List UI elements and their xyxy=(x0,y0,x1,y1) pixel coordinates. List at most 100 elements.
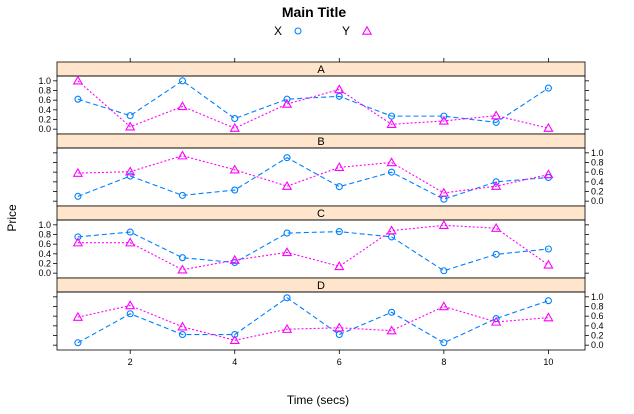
point-d-x xyxy=(388,308,396,316)
legend-label-y: Y xyxy=(342,24,350,38)
point-d-y xyxy=(386,325,397,335)
point-b-x xyxy=(388,168,396,176)
y-tick-label: 0.4 xyxy=(591,321,604,331)
point-a-y xyxy=(334,84,345,94)
point-a-y xyxy=(386,119,397,129)
point-c-y xyxy=(229,254,240,264)
point-c-x xyxy=(178,254,187,262)
y-tick-label: 0.4 xyxy=(38,249,51,259)
point-d-y xyxy=(177,321,188,331)
point-d-x xyxy=(178,330,187,339)
point-c-y xyxy=(334,261,345,271)
point-c-y xyxy=(177,264,188,274)
y-tick-label: 0.6 xyxy=(591,311,604,321)
point-a-y xyxy=(490,110,502,120)
point-a-y xyxy=(72,75,84,85)
series-line-b-x xyxy=(77,157,549,200)
point-a-x xyxy=(440,112,448,120)
point-b-y xyxy=(490,180,502,190)
point-c-x xyxy=(74,233,82,241)
x-axis-label: Time (secs) xyxy=(287,393,349,407)
point-d-x xyxy=(544,297,552,305)
y-tick-label: 0.8 xyxy=(591,158,604,168)
point-c-x xyxy=(283,229,291,237)
point-b-y xyxy=(125,166,136,176)
panels: A0.00.20.40.60.81.0B0.00.20.40.60.81.0C0… xyxy=(38,61,604,351)
y-tick-label: 0.2 xyxy=(591,331,604,341)
point-a-y xyxy=(177,101,188,111)
point-c-x xyxy=(126,228,134,236)
point-a-y xyxy=(281,98,293,108)
y-tick-label: 0.2 xyxy=(591,187,604,197)
point-b-y xyxy=(177,150,188,160)
y-tick-label: 0.6 xyxy=(38,95,51,105)
panel-a: A 0.00.20.40.60.81.0 xyxy=(38,61,589,135)
y-tick-label: 1.0 xyxy=(591,292,604,302)
point-d-y xyxy=(72,311,84,321)
strip-label-a: A xyxy=(317,64,325,76)
y-tick-label: 0.8 xyxy=(38,86,51,96)
plot-frame-d xyxy=(56,291,586,351)
legend-marker-y xyxy=(361,25,373,35)
point-c-y xyxy=(490,222,502,232)
y-tick-label: 0.8 xyxy=(591,302,604,312)
panel-b: B 0.00.20.40.60.81.0 xyxy=(53,133,604,207)
point-c-y xyxy=(72,237,84,247)
strip-label-b: B xyxy=(317,136,324,148)
y-tick-label: 1.0 xyxy=(38,220,51,230)
point-d-y xyxy=(229,335,240,345)
point-a-x xyxy=(126,112,134,120)
y-tick-label: 1.0 xyxy=(38,76,51,86)
legend-marker-x xyxy=(294,27,302,35)
point-d-x xyxy=(126,310,134,318)
point-b-y xyxy=(229,164,240,174)
point-b-y xyxy=(281,180,293,190)
point-c-x xyxy=(544,245,552,253)
y-tick-label: 0.0 xyxy=(591,196,604,206)
point-b-x xyxy=(492,178,500,186)
point-b-x xyxy=(74,192,82,200)
point-d-y xyxy=(543,312,554,322)
y-tick-label: 0.4 xyxy=(591,177,604,187)
point-d-x xyxy=(335,330,343,339)
point-a-x xyxy=(231,114,239,123)
y-tick-label: 0.6 xyxy=(38,239,51,249)
point-c-y xyxy=(281,247,293,257)
point-d-y xyxy=(490,316,502,326)
point-d-y xyxy=(438,301,449,311)
point-d-x xyxy=(440,339,448,347)
point-c-y xyxy=(125,237,136,247)
plot-frame-c xyxy=(56,219,586,279)
series-line-c-y xyxy=(77,224,549,271)
legend-label-x: X xyxy=(274,24,282,38)
x-axis: 2 4 6 8 10 xyxy=(128,58,553,367)
y-tick-label: 1.0 xyxy=(591,148,604,158)
point-a-x xyxy=(335,92,343,100)
point-c-y xyxy=(543,259,554,269)
series-line-a-y xyxy=(77,80,549,129)
series-line-a-x xyxy=(77,80,549,123)
x-tick-label: 8 xyxy=(441,357,446,367)
strip-label-d: D xyxy=(317,280,325,292)
point-a-x xyxy=(492,118,500,126)
point-a-x xyxy=(283,95,291,103)
y-tick-label: 0.4 xyxy=(38,105,51,115)
y-tick-label: 0.2 xyxy=(38,115,51,125)
point-a-x xyxy=(544,84,552,92)
y-axis-label: Price xyxy=(5,204,19,232)
chart-title: Main Title xyxy=(282,4,347,20)
x-tick-label: 2 xyxy=(128,357,133,367)
point-b-y xyxy=(386,157,397,167)
point-d-x xyxy=(74,339,82,347)
y-tick-label: 0.0 xyxy=(591,340,604,350)
point-b-y xyxy=(543,169,554,179)
y-tick-label: 0.8 xyxy=(38,230,51,240)
point-b-x xyxy=(178,191,187,199)
point-a-y xyxy=(543,122,554,132)
point-a-y xyxy=(229,122,240,132)
series-line-d-x xyxy=(77,297,549,344)
x-tick-label: 10 xyxy=(543,357,553,367)
point-b-y xyxy=(334,162,345,172)
point-d-x xyxy=(231,330,239,339)
